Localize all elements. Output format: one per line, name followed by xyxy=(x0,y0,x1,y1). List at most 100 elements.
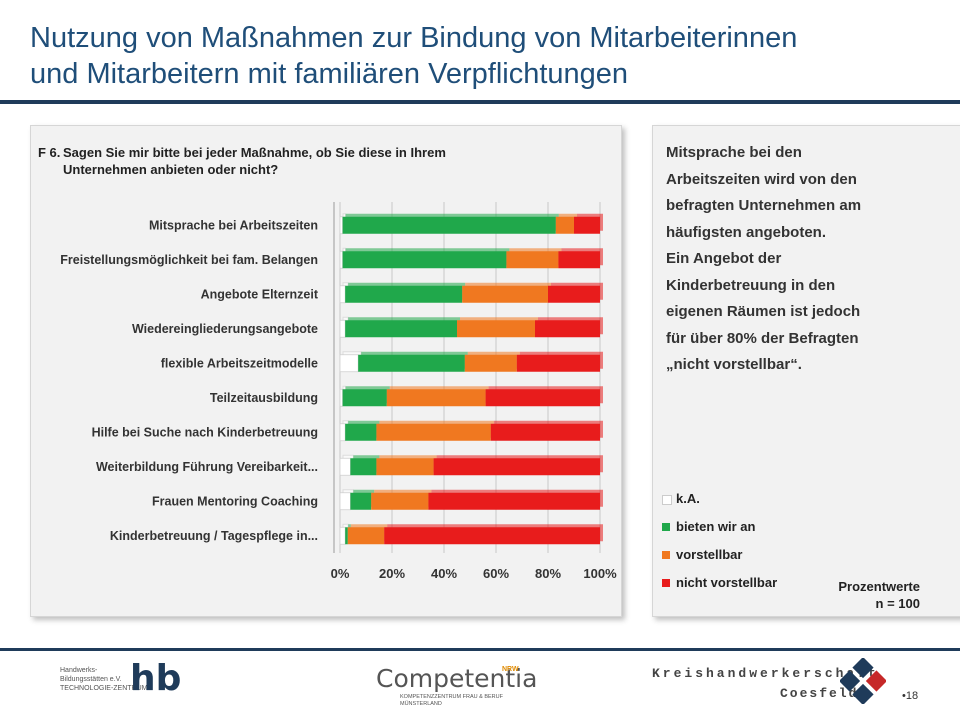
bar-segment xyxy=(339,250,343,269)
explanation-line: für über 80% der Befragten xyxy=(666,329,859,347)
page-number: •18 xyxy=(902,690,919,702)
bar-segment xyxy=(376,423,491,441)
bar-segment xyxy=(339,285,346,304)
hb-logo-text: Handwerks- Bildungsstätten e.V. TECHNOLO… xyxy=(60,666,148,693)
legend-swatch xyxy=(662,523,670,531)
bar-segment xyxy=(433,458,600,476)
x-tick-label: 40% xyxy=(431,566,457,581)
hb-text-line: Bildungsstätten e.V. xyxy=(60,676,122,683)
question-text: F 6. Sagen Sie mir bitte bei jeder Maßnah… xyxy=(38,144,598,178)
question-number: F 6. xyxy=(38,145,61,160)
legend-swatch xyxy=(662,551,670,559)
bar-segment xyxy=(548,285,600,303)
bar-segment xyxy=(342,389,387,407)
sample-note: Prozentwerte n = 100 xyxy=(838,578,920,612)
legend-swatch xyxy=(662,495,672,505)
category-label: Angebote Elternzeit xyxy=(201,287,319,301)
category-label: Mitsprache bei Arbeitszeiten xyxy=(149,218,318,232)
bar-segment xyxy=(386,389,486,407)
bar-segment xyxy=(516,354,600,372)
explanation-line: Mitsprache bei den xyxy=(666,144,802,161)
category-label: Freistellungsmöglichkeit bei fam. Belang… xyxy=(60,253,318,267)
bar-segment xyxy=(558,251,600,269)
bar-segment xyxy=(345,285,463,303)
legend-label: vorstellbar xyxy=(676,547,743,562)
competentia-nrw: NRW xyxy=(502,666,519,673)
bar-segment xyxy=(342,216,556,234)
legend-label: nicht vorstellbar xyxy=(676,575,778,590)
legend-label: k.A. xyxy=(676,491,700,506)
note-sample-size: n = 100 xyxy=(875,596,920,611)
explanation-panel xyxy=(652,125,960,617)
bar-segment xyxy=(428,492,600,510)
category-label: Frauen Mentoring Coaching xyxy=(152,494,318,508)
bar-segment xyxy=(574,216,600,234)
explanation-line: „nicht vorstellbar“. xyxy=(666,356,802,373)
competentia-sub-line: MÜNSTERLAND xyxy=(400,701,442,707)
bar-segment xyxy=(490,423,600,441)
hb-logo-mark: hb xyxy=(130,658,182,699)
category-label: Teilzeitausbildung xyxy=(210,391,318,405)
bar-segment xyxy=(371,492,429,510)
bar-segment xyxy=(462,285,548,303)
explanation-line: befragten Unternehmen am xyxy=(666,197,862,214)
category-label: Kinderbetreuung / Tagespflege in... xyxy=(110,529,318,543)
question-line-2: Unternehmen anbieten oder nicht? xyxy=(63,162,279,177)
explanation-line: häufigsten angeboten. xyxy=(666,223,827,241)
bar-segment xyxy=(339,457,351,476)
x-tick-label: 60% xyxy=(483,566,509,581)
kreishandwerkerschaft-logo: Kreishandwerkerschaft Coesfeld xyxy=(652,658,892,713)
x-tick-label: 20% xyxy=(379,566,405,581)
category-label: flexible Arbeitszeitmodelle xyxy=(161,356,318,370)
bar-segment xyxy=(384,527,600,545)
legend-label: bieten wir an xyxy=(676,519,756,534)
legend-swatch xyxy=(662,579,670,587)
category-label: Hilfe bei Suche nach Kinderbetreuung xyxy=(92,425,318,439)
bar-segment xyxy=(339,423,346,442)
bar-segment xyxy=(339,216,343,235)
bottom-divider xyxy=(0,648,960,651)
competentia-sub-line: KOMPETENZZENTRUM FRAU & BERUF xyxy=(400,694,503,700)
kh-name: Kreishandwerkerschaft xyxy=(652,666,879,681)
bar-segment xyxy=(339,492,351,511)
bar-segment xyxy=(350,458,377,476)
competentia-logo: Competentia NRW KOMPETENZZENTRUM FRAU & … xyxy=(376,664,538,708)
kh-emblem-icon xyxy=(840,658,886,704)
x-tick-label: 0% xyxy=(331,566,350,581)
bar-segment xyxy=(339,319,346,338)
kh-place: Coesfeld xyxy=(780,686,859,701)
bar-segment xyxy=(342,251,507,269)
stacked-bar-chart: 0% 20% 40% 60% 80% 100% Mitsprache bei Arbeits… xyxy=(60,202,617,581)
explanation-line: Kinderbetreuung in den xyxy=(666,276,836,294)
bar-segment xyxy=(339,388,343,407)
title-line-2: und Mitarbeitern mit familiären Verpflic… xyxy=(30,58,629,90)
question-line-1: Sagen Sie mir bitte bei jeder Maßnahme, … xyxy=(63,145,446,160)
page-title: Nutzung von Maßnahmen zur Bindung von Mi… xyxy=(30,20,930,92)
hb-text-line: Handwerks- xyxy=(60,667,98,674)
note-percent: Prozentwerte xyxy=(838,579,920,594)
bar-segment xyxy=(345,527,348,545)
explanation-line: eigenen Räumen ist jedoch xyxy=(666,303,861,320)
bar-segment xyxy=(506,251,559,269)
competentia-subtitle: KOMPETENZZENTRUM FRAU & BERUF MÜNSTERLAN… xyxy=(400,694,503,708)
bar-segment xyxy=(535,320,600,338)
category-label: Weiterbildung Führung Vereibarkeit... xyxy=(96,460,318,474)
bar-segment xyxy=(347,527,385,545)
bar-segment xyxy=(345,320,457,338)
x-tick-label: 80% xyxy=(535,566,561,581)
explanation-line: Arbeitszeiten wird von den xyxy=(666,170,857,188)
bar-segment xyxy=(376,458,434,476)
hb-logo: Handwerks- Bildungsstätten e.V. TECHNOLO… xyxy=(60,658,181,713)
x-tick-label: 100% xyxy=(583,566,617,581)
bar-segment xyxy=(350,492,372,510)
explanation-line: Ein Angebot der xyxy=(666,250,782,267)
competentia-name: Competentia xyxy=(376,664,538,693)
category-label: Wiedereingliederungsangebote xyxy=(132,322,318,336)
top-divider xyxy=(0,100,960,104)
bar-segment xyxy=(555,216,574,234)
bar-segment xyxy=(358,354,465,372)
bar-segment xyxy=(457,320,535,338)
explanation-text: Mitsprache bei den Arbeitszeiten wird vo… xyxy=(666,140,926,379)
bar-segment xyxy=(485,389,600,407)
title-line-1: Nutzung von Maßnahmen zur Bindung von Mi… xyxy=(30,22,798,54)
